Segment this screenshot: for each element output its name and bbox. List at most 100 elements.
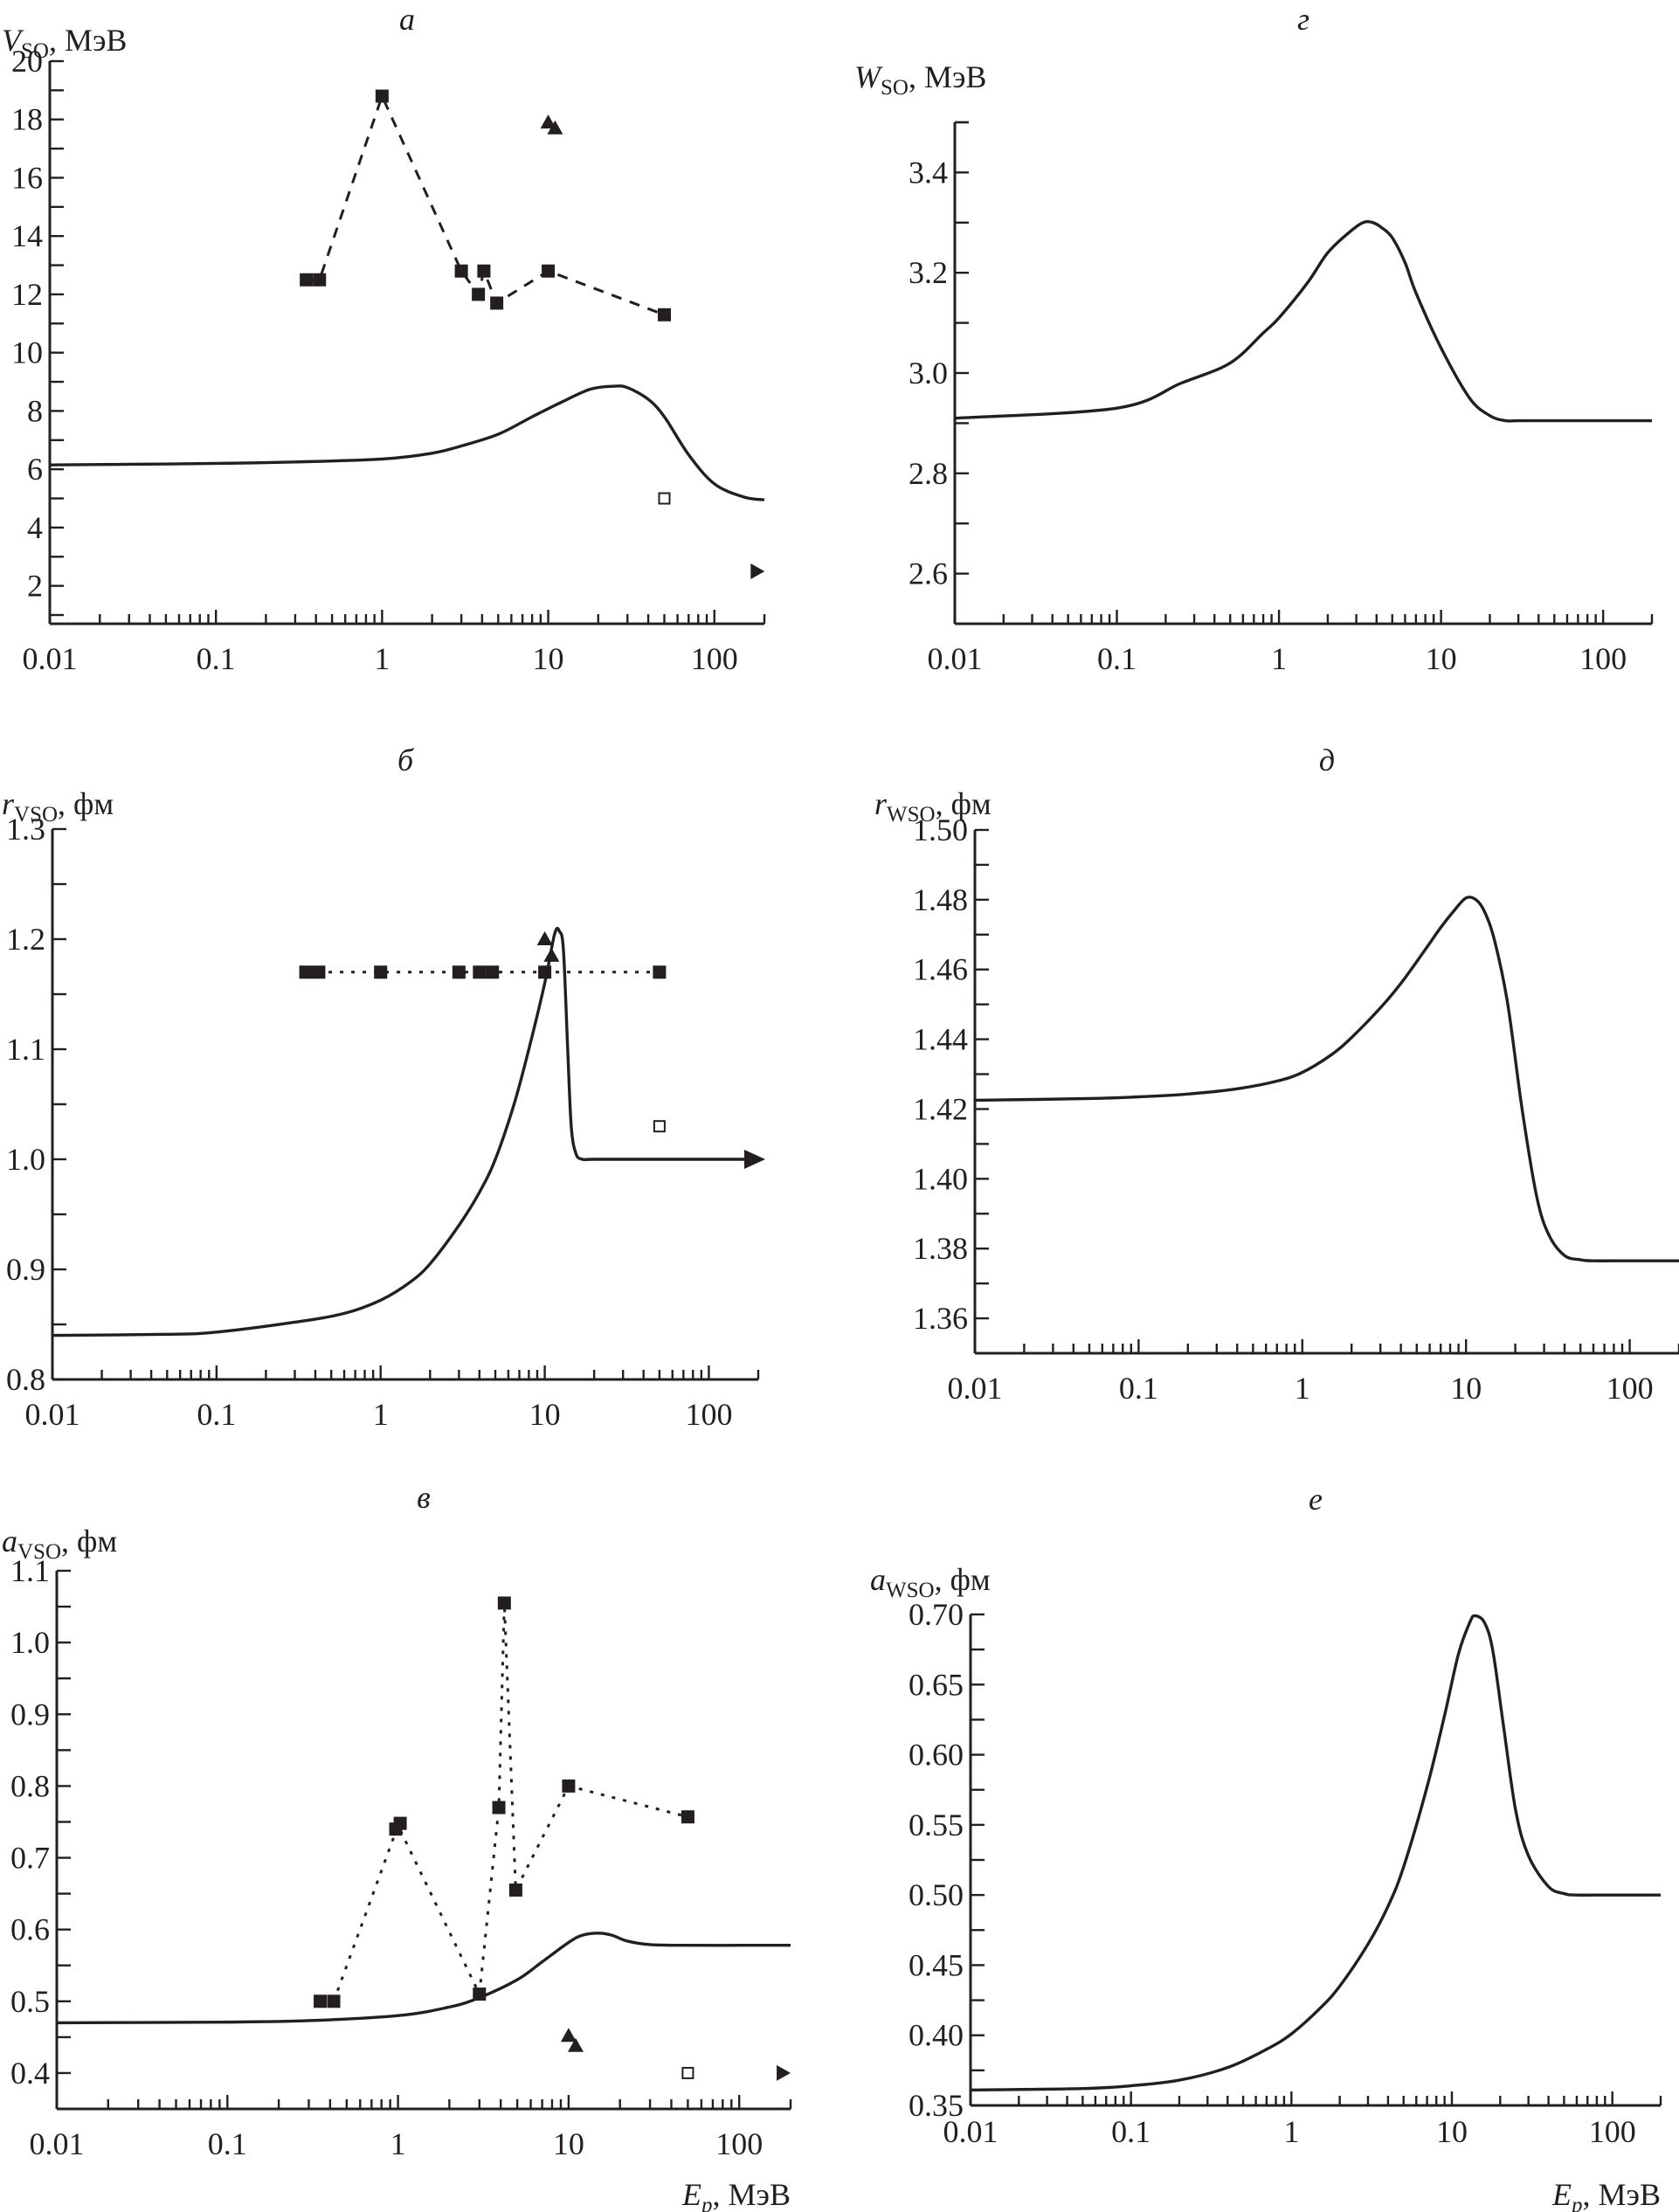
exp-squares-point [486, 965, 500, 979]
chart-rwso: д rWSO, фм 1.36 1.38 1.40 1.42 1.44 1.46 1.48 1.5… [874, 743, 1679, 1406]
x-tick-label: 0.01 [25, 1397, 80, 1432]
exp-squares-point [393, 1816, 407, 1830]
x-tick-label: 10 [553, 2126, 584, 2161]
model-curve [954, 220, 1652, 423]
exp-squares-point [312, 965, 326, 979]
model-curve [52, 926, 758, 1338]
model-curve [970, 1614, 1661, 2092]
y-axis-symbol: V [2, 23, 24, 58]
exp-triangles-point [560, 2028, 577, 2043]
x-tick-label: 100 [1606, 1371, 1654, 1406]
y-tick-label: 2.6 [909, 556, 948, 591]
panel-letter: г [1297, 2, 1309, 37]
x-axis-subscript: p [1570, 2194, 1583, 2212]
y-tick-label: 1.1 [6, 1032, 45, 1067]
x-tick-label: 100 [1589, 2114, 1636, 2149]
x-tick-label: 1 [390, 2126, 406, 2161]
exp-squares-point [313, 273, 327, 287]
exp-squares-point [374, 965, 388, 979]
panel-a-vso: а VSO, МэВ 2 4 6 8 10 12 14 16 18 20 0.01 0.1 1 10 100 [0, 0, 840, 737]
y-tick-label: 1.36 [913, 1301, 968, 1336]
exp-squares-point [300, 273, 314, 287]
curve-arrowhead [744, 1150, 765, 1169]
y-tick-label: 1.46 [913, 952, 968, 987]
y-tick-label: 1.0 [6, 1142, 45, 1177]
y-tick-label: 0.8 [10, 1768, 50, 1803]
y-tick-label: 1.3 [6, 812, 45, 847]
exp-squares-point [492, 1801, 506, 1815]
y-tick-label: 0.9 [10, 1697, 50, 1732]
exp-squares-point [327, 1994, 341, 2008]
y-tick-label: 0.55 [909, 1808, 964, 1842]
x-tick-label: 100 [691, 641, 738, 676]
y-axis-title: rVSO, фм [2, 786, 114, 826]
x-tick-label: 0.01 [928, 641, 983, 676]
x-tick-label: 0.01 [943, 2114, 998, 2149]
x-tick-label: 10 [1436, 2114, 1468, 2149]
panel-letter: в [417, 1480, 431, 1515]
y-tick-label: 20 [11, 44, 43, 79]
exp-squares-point [653, 965, 667, 979]
exp-squares-point [490, 296, 504, 310]
y-tick-label: 1.2 [6, 922, 45, 957]
y-axis-title: aVSO, фм [2, 1524, 117, 1564]
y-tick-label: 1.42 [913, 1091, 968, 1126]
y-tick-label: 1.44 [913, 1022, 968, 1057]
panel-letter: е [1309, 1482, 1323, 1517]
y-tick-label: 2 [27, 569, 43, 604]
x-tick-label: 0.1 [197, 641, 236, 676]
exp-open-square-point [681, 2066, 694, 2079]
chart-wso: г WSO, МэВ 2.6 2.8 3.0 3.2 3.4 0.01 0.1 1 10 100 [854, 2, 1654, 676]
y-axis-unit: , МэВ [49, 23, 127, 58]
exp-squares-point [508, 1883, 522, 1897]
exp-squares-point [562, 1779, 576, 1793]
y-tick-label: 0.7 [10, 1841, 50, 1876]
model-curve [49, 384, 765, 501]
x-tick-label: 0.1 [1119, 1371, 1158, 1406]
y-tick-label: 6 [27, 452, 43, 487]
x-tick-label: 1 [1283, 2114, 1299, 2149]
y-tick-label: 18 [11, 102, 43, 137]
y-axis-subscript: VSO [17, 1540, 61, 1564]
y-tick-label: 0.6 [10, 1912, 50, 1947]
y-axis-title: VSO, МэВ [2, 23, 127, 63]
y-tick-label: 1.0 [10, 1625, 50, 1660]
x-tick-label: 100 [1579, 641, 1627, 676]
exp-squares-point [477, 264, 491, 278]
x-tick-label: 10 [533, 641, 564, 676]
y-tick-label: 4 [27, 510, 43, 545]
y-tick-label: 10 [11, 335, 43, 370]
y-axis-symbol: r [2, 786, 15, 821]
y-tick-label: 3.4 [909, 155, 948, 190]
y-axis-title: aWSO, фм [870, 1562, 991, 1602]
exp-squares-point [299, 965, 313, 979]
exp-squares-point [681, 1810, 694, 1824]
x-tick-label: 0.01 [23, 641, 78, 676]
panel-v-avso: в aVSO, фм Ep, МэВ 0.4 0.5 0.6 0.7 0.8 0.9 1.0 1.1… [0, 1475, 840, 2212]
x-tick-label: 10 [529, 1397, 561, 1432]
y-tick-label: 0.50 [909, 1877, 964, 1912]
y-tick-label: 1.48 [913, 882, 968, 917]
y-axis-subscript: WSO [886, 1579, 935, 1602]
x-tick-label: 1 [1271, 641, 1287, 676]
x-axis-title: Ep, МэВ [1551, 2177, 1661, 2212]
y-tick-label: 16 [11, 160, 43, 195]
panel-d-rwso: д rWSO, фм 1.36 1.38 1.40 1.42 1.44 1.46 1.48 1.5… [840, 737, 1679, 1475]
y-axis-unit: , МэВ [909, 59, 986, 94]
y-axis-subscript: SO [21, 39, 49, 63]
y-tick-label: 1.38 [913, 1231, 968, 1266]
exp-right-triangle-point [777, 2064, 791, 2081]
exp-squares-point [473, 965, 487, 979]
y-tick-label: 2.8 [909, 456, 948, 491]
exp-squares-line [306, 92, 666, 316]
exp-triangles-point [547, 120, 563, 135]
y-axis-symbol: a [870, 1562, 886, 1597]
y-axis-unit: , фм [58, 786, 114, 821]
panel-g-wso: г WSO, МэВ 2.6 2.8 3.0 3.2 3.4 0.01 0.1 1 10 100 [840, 0, 1679, 737]
exp-open-square-point [658, 492, 671, 505]
y-axis-title: rWSO, фм [874, 786, 992, 826]
x-axis-symbol: E [681, 2177, 701, 2212]
y-tick-label: 0.65 [909, 1667, 964, 1702]
y-tick-label: 0.70 [909, 1597, 964, 1632]
exp-squares-point [657, 308, 671, 321]
